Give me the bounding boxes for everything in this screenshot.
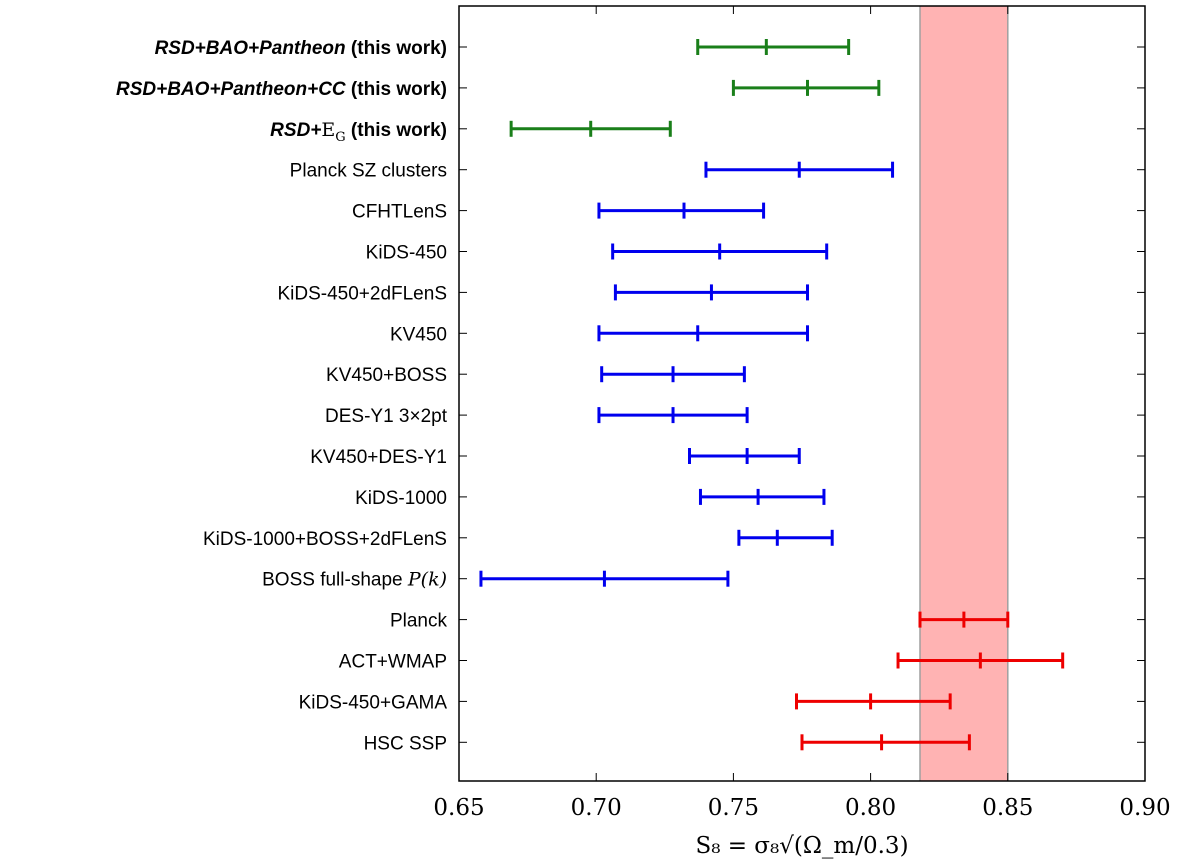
error-bar <box>600 366 746 383</box>
error-bar <box>698 488 826 505</box>
plot-frame <box>458 5 1146 782</box>
row-label: KiDS-450 <box>366 243 447 264</box>
row-label-main: RSD+BAO+Pantheon <box>155 38 346 59</box>
error-bar <box>731 79 881 96</box>
row-label: KV450+DES-Y1 <box>310 447 447 468</box>
error-bar <box>687 448 801 464</box>
row-label: BOSS full-shape P(k) <box>262 569 447 591</box>
row-label-main: KiDS-450 <box>366 243 447 264</box>
row-label-eg: E <box>321 119 335 141</box>
row-label-main: Planck SZ clusters <box>290 161 447 182</box>
error-bars-layer <box>479 39 1065 751</box>
x-tick-label: 0.75 <box>708 795 759 821</box>
row-labels-layer: RSD+BAO+Pantheon (this work)RSD+BAO+Pant… <box>116 38 448 754</box>
x-axis-label: S₈ = σ₈√(Ω_m/0.3) <box>695 833 908 859</box>
error-bar <box>896 652 1065 669</box>
row-label-main: KiDS-1000+BOSS+2dFLenS <box>203 529 447 550</box>
x-tick-label: 0.70 <box>571 795 622 821</box>
row-label-main: HSC SSP <box>364 733 447 754</box>
row-label-main: KiDS-1000 <box>355 488 447 509</box>
row-label-math: P(k) <box>407 569 447 591</box>
x-tick-label: 0.85 <box>982 795 1033 821</box>
tick-marks-layer <box>458 6 1146 781</box>
row-label-suffix: (this work) <box>346 79 447 100</box>
row-label: Planck SZ clusters <box>290 161 447 182</box>
row-label-main: CFHTLenS <box>352 202 447 223</box>
error-bar <box>704 161 895 178</box>
row-label: RSD+BAO+Pantheon+CC (this work) <box>116 79 447 100</box>
error-bar <box>613 284 809 301</box>
row-label-main: ACT+WMAP <box>339 652 447 673</box>
row-label-main: KV450+DES-Y1 <box>310 447 447 468</box>
x-tick-labels-layer: 0.65 0.70 0.75 0.80 0.85 0.90 <box>433 795 1170 821</box>
error-bar <box>918 611 1010 628</box>
row-label: KiDS-1000+BOSS+2dFLenS <box>203 529 447 550</box>
error-bar <box>737 529 834 546</box>
error-bar <box>696 39 851 55</box>
row-label-eg-sub: G <box>335 130 345 145</box>
row-label-main: RSD+BAO+Pantheon+CC <box>116 79 346 100</box>
row-label: HSC SSP <box>364 733 447 754</box>
row-label-main: KV450+BOSS <box>326 365 447 386</box>
row-label-main: KiDS-450+GAMA <box>299 692 448 713</box>
row-label-main: Planck <box>390 611 448 632</box>
x-tick-label: 0.65 <box>433 795 484 821</box>
x-tick-label: 0.80 <box>845 795 896 821</box>
row-label: KiDS-450+2dFLenS <box>277 283 447 304</box>
error-bar <box>800 734 971 751</box>
row-label: KV450+BOSS <box>326 365 447 386</box>
row-label: CFHTLenS <box>352 202 447 223</box>
row-label: DES-Y1 3×2pt <box>325 406 448 427</box>
row-label: RSD+EG (this work) <box>270 119 447 145</box>
row-label-suffix: (this work) <box>346 38 447 59</box>
error-bar <box>597 325 809 342</box>
row-label: KV450 <box>390 324 447 345</box>
error-bar <box>795 693 952 710</box>
x-tick-label: 0.90 <box>1119 795 1170 821</box>
error-bar <box>597 407 749 424</box>
row-label: ACT+WMAP <box>339 652 447 673</box>
row-label-main: KV450 <box>390 324 447 345</box>
error-bar <box>611 243 829 260</box>
row-label: RSD+BAO+Pantheon (this work) <box>155 38 447 59</box>
row-label-main: KiDS-450+2dFLenS <box>277 283 447 304</box>
row-label-suffix: (this work) <box>346 120 447 141</box>
error-bar <box>479 570 730 587</box>
row-label: KiDS-1000 <box>355 488 447 509</box>
reference-band <box>919 6 1008 781</box>
row-label-main: DES-Y1 3×2pt <box>325 406 448 427</box>
reference-band-layer <box>919 6 1009 781</box>
error-bar <box>597 202 766 219</box>
row-label-main: RSD+ <box>270 120 321 141</box>
error-bar <box>509 120 672 137</box>
row-label: KiDS-450+GAMA <box>299 692 448 713</box>
row-label: Planck <box>390 611 448 632</box>
row-label-main: BOSS full-shape <box>262 570 408 591</box>
